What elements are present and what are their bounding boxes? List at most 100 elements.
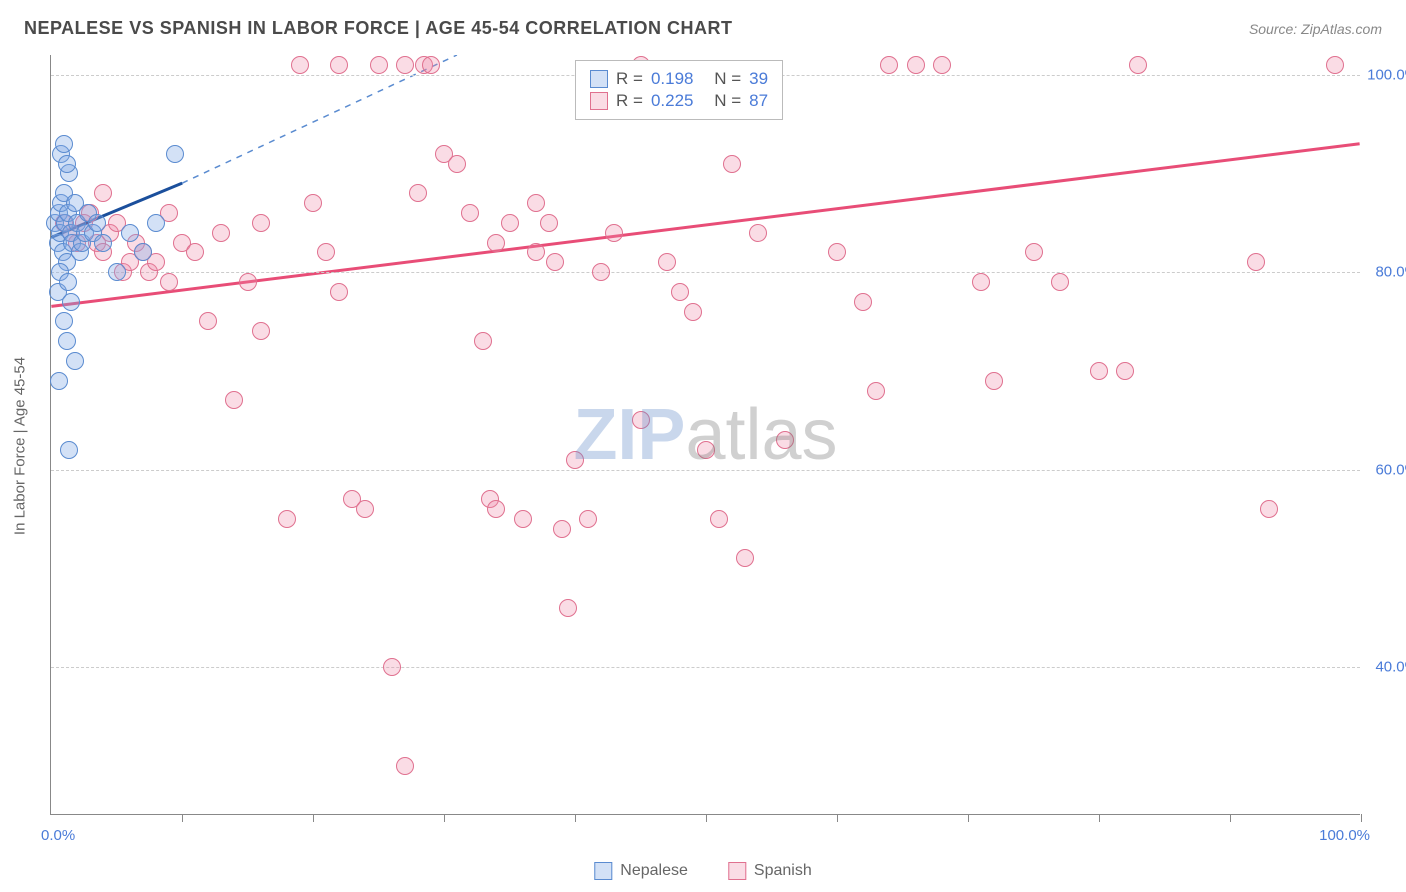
spanish-point — [487, 234, 505, 252]
spanish-point — [199, 312, 217, 330]
x-tick — [837, 814, 838, 822]
spanish-point — [671, 283, 689, 301]
spanish-point — [160, 273, 178, 291]
spanish-point — [1051, 273, 1069, 291]
plot-area: ZIPatlas R = 0.198 N = 39 R = 0.225 N = … — [50, 55, 1360, 815]
n-label: N = — [714, 69, 741, 89]
spanish-point — [1326, 56, 1344, 74]
nepalese-point — [166, 145, 184, 163]
nepalese-point — [55, 135, 73, 153]
nepalese-point — [94, 234, 112, 252]
grid-line — [51, 667, 1360, 668]
nepalese-point — [58, 332, 76, 350]
spanish-point — [1090, 362, 1108, 380]
spanish-point — [736, 549, 754, 567]
spanish-point — [579, 510, 597, 528]
spanish-point — [1116, 362, 1134, 380]
spanish-point — [880, 56, 898, 74]
nepalese-point — [66, 352, 84, 370]
spanish-point — [828, 243, 846, 261]
spanish-point — [1129, 56, 1147, 74]
spanish-point — [396, 56, 414, 74]
x-tick — [968, 814, 969, 822]
source-attribution: Source: ZipAtlas.com — [1249, 21, 1382, 37]
nepalese-point — [88, 214, 106, 232]
nepalese-point — [121, 224, 139, 242]
spanish-point — [697, 441, 715, 459]
x-tick — [182, 814, 183, 822]
nepalese-r-value: 0.198 — [651, 69, 694, 89]
watermark-prefix: ZIP — [573, 395, 685, 475]
spanish-point — [278, 510, 296, 528]
spanish-point — [422, 56, 440, 74]
legend-item-nepalese: Nepalese — [594, 862, 688, 880]
x-tick — [313, 814, 314, 822]
spanish-point — [658, 253, 676, 271]
x-tick — [1230, 814, 1231, 822]
x-axis-min-label: 0.0% — [41, 827, 75, 844]
spanish-point — [252, 322, 270, 340]
correlation-legend-row: R = 0.198 N = 39 — [590, 69, 768, 89]
spanish-point — [1247, 253, 1265, 271]
spanish-point — [933, 56, 951, 74]
chart-header: NEPALESE VS SPANISH IN LABOR FORCE | AGE… — [24, 18, 1382, 39]
spanish-point — [356, 500, 374, 518]
spanish-point — [776, 431, 794, 449]
r-label: R = — [616, 91, 643, 111]
correlation-legend: R = 0.198 N = 39 R = 0.225 N = 87 — [575, 60, 783, 120]
nepalese-point — [59, 273, 77, 291]
spanish-point — [710, 510, 728, 528]
spanish-point — [487, 500, 505, 518]
spanish-point — [749, 224, 767, 242]
nepalese-point — [58, 155, 76, 173]
chart-title: NEPALESE VS SPANISH IN LABOR FORCE | AGE… — [24, 18, 732, 39]
spanish-point — [474, 332, 492, 350]
nepalese-point — [134, 243, 152, 261]
spanish-point — [559, 599, 577, 617]
spanish-point — [239, 273, 257, 291]
nepalese-point — [147, 214, 165, 232]
spanish-point — [540, 214, 558, 232]
spanish-point — [684, 303, 702, 321]
spanish-point — [461, 204, 479, 222]
spanish-point — [225, 391, 243, 409]
n-label: N = — [714, 91, 741, 111]
spanish-point — [186, 243, 204, 261]
nepalese-n-value: 39 — [749, 69, 768, 89]
spanish-point — [448, 155, 466, 173]
spanish-point — [514, 510, 532, 528]
nepalese-label: Nepalese — [620, 862, 688, 880]
grid-line — [51, 470, 1360, 471]
y-tick-label: 40.0% — [1375, 658, 1406, 675]
spanish-point — [330, 56, 348, 74]
x-tick — [575, 814, 576, 822]
nepalese-point — [62, 293, 80, 311]
spanish-swatch-icon — [590, 92, 608, 110]
y-tick-label: 60.0% — [1375, 461, 1406, 478]
nepalese-point — [108, 263, 126, 281]
x-tick — [706, 814, 707, 822]
nepalese-point — [60, 441, 78, 459]
spanish-point — [723, 155, 741, 173]
spanish-point — [304, 194, 322, 212]
spanish-point — [1025, 243, 1043, 261]
spanish-point — [291, 56, 309, 74]
spanish-point — [317, 243, 335, 261]
spanish-point — [409, 184, 427, 202]
x-tick — [1361, 814, 1362, 822]
spanish-point — [867, 382, 885, 400]
spanish-point — [527, 243, 545, 261]
spanish-point — [553, 520, 571, 538]
r-label: R = — [616, 69, 643, 89]
series-legend: Nepalese Spanish — [594, 862, 811, 880]
legend-item-spanish: Spanish — [728, 862, 812, 880]
y-tick-label: 80.0% — [1375, 264, 1406, 281]
spanish-point — [632, 411, 650, 429]
spanish-point — [383, 658, 401, 676]
spanish-point — [972, 273, 990, 291]
spanish-point — [527, 194, 545, 212]
watermark: ZIPatlas — [573, 394, 837, 476]
spanish-point — [592, 263, 610, 281]
spanish-n-value: 87 — [749, 91, 768, 111]
spanish-swatch-icon — [728, 862, 746, 880]
